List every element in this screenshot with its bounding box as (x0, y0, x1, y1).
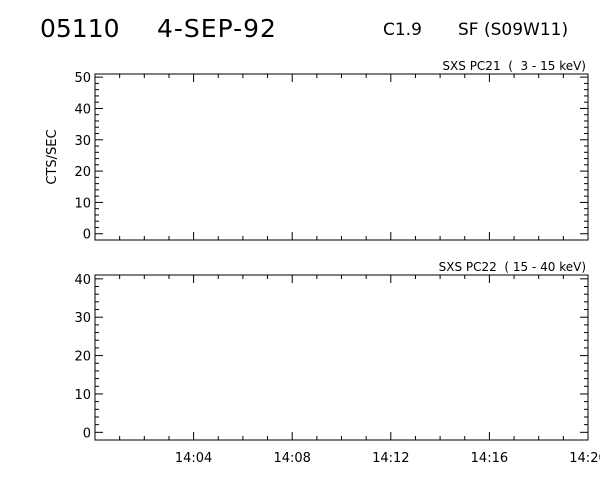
y-tick-label: 40 (74, 273, 91, 288)
y-tick-label: 30 (74, 134, 91, 149)
y-tick-label: 40 (74, 102, 91, 117)
y-tick-label: 30 (74, 311, 91, 326)
y-tick-label: 10 (74, 388, 91, 403)
flare-class: C1.9 (383, 20, 422, 40)
x-tick-label: 14:04 (175, 451, 212, 466)
event-number: 05110 (40, 14, 120, 43)
y-tick-label: 0 (83, 426, 91, 441)
plot-frame (94, 274, 589, 441)
y-tick-label: 50 (74, 71, 91, 86)
optical-location: SF (S09W11) (458, 20, 569, 40)
event-date: 4-SEP-92 (157, 14, 277, 43)
x-tick-label: 14:08 (273, 451, 310, 466)
y-tick-label: 0 (83, 228, 91, 243)
plot-title: SXS PC22 ( 15 - 40 keV) (439, 260, 586, 274)
y-tick-label: 20 (74, 350, 91, 365)
x-tick-label: 14:12 (372, 451, 409, 466)
plot-frame (94, 73, 589, 241)
plot-title: SXS PC21 ( 3 - 15 keV) (442, 59, 586, 73)
y-tick-label: 10 (74, 196, 91, 211)
x-tick-label: 14:16 (471, 451, 508, 466)
x-tick-label: 14:20 (569, 451, 600, 466)
y-axis-label: CTS/SEC (45, 129, 60, 184)
y-tick-label: 20 (74, 165, 91, 180)
